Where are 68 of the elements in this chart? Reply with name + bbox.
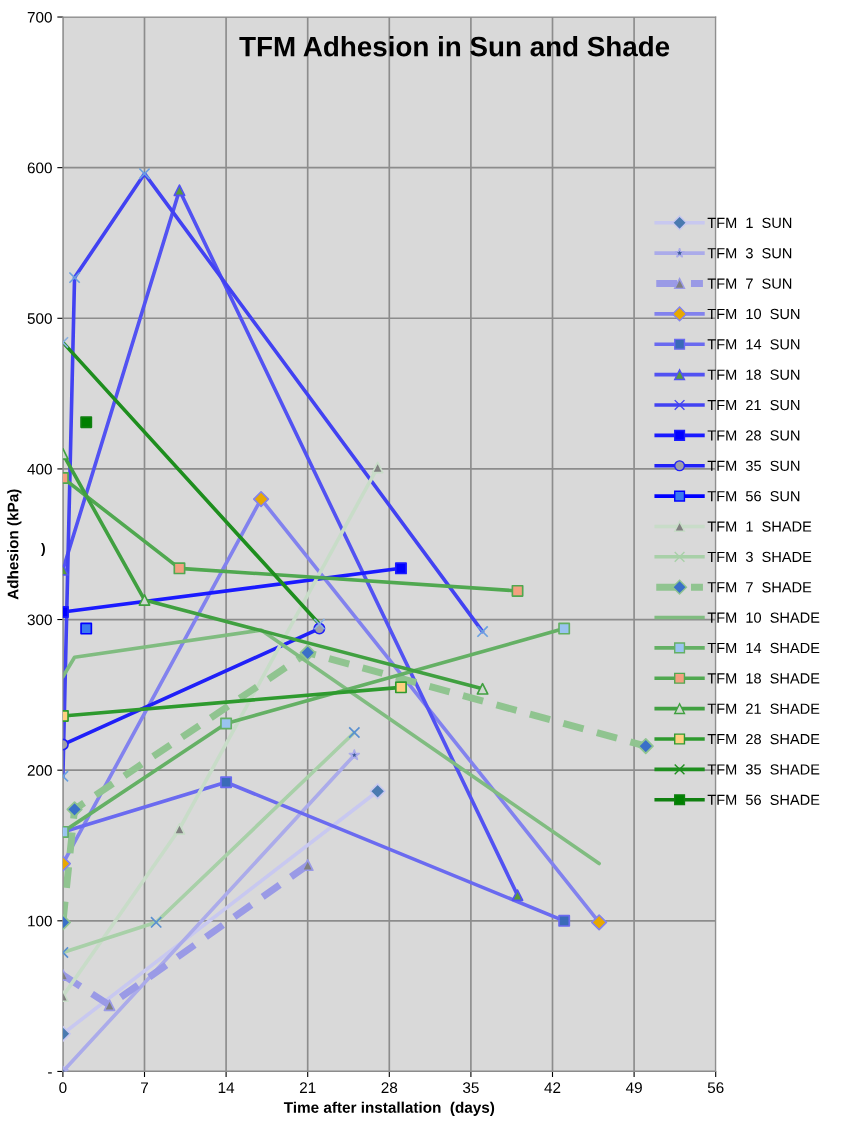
legend-label: TFM 56 SHADE [707, 794, 820, 805]
text: TFM Adhesion in Sun and Shade [239, 36, 670, 57]
legend-label: TFM 28 SHADE [707, 733, 820, 745]
point [220, 776, 233, 789]
legend-label: TFM 3 SHADE [707, 551, 812, 563]
point [66, 801, 83, 818]
legend-label: TFM 10 SUN [707, 308, 800, 320]
point [637, 737, 654, 755]
point [511, 584, 524, 597]
legend-label: TFM 35 SHADE [707, 764, 820, 775]
legend-label: TFM 18 SHADE [707, 673, 820, 684]
point [348, 726, 361, 739]
point [299, 644, 316, 661]
point [173, 562, 186, 575]
line-series [62, 628, 601, 866]
x-tick-label: 42 [544, 1082, 561, 1093]
x-tick-label: 7 [141, 1082, 148, 1093]
point [68, 271, 81, 284]
point [138, 167, 151, 180]
y-tick-label: 700 [27, 11, 52, 23]
point [348, 749, 361, 761]
x-tick-label: 14 [218, 1082, 235, 1093]
point [558, 622, 571, 635]
point [371, 461, 384, 474]
point [138, 593, 151, 606]
legend-label: TFM 1 SHADE [707, 521, 812, 532]
y-tick-label: 600 [27, 162, 52, 174]
text: ) [41, 543, 45, 556]
point [80, 622, 93, 635]
legend-label: TFM 7 SHADE [707, 582, 812, 593]
legend-label: TFM 10 SHADE [707, 612, 820, 623]
x-tick-label: 56 [707, 1082, 724, 1094]
point [252, 490, 270, 508]
legend-label: TFM 21 SUN [707, 399, 800, 411]
point [511, 889, 524, 902]
y-tick-label: 300 [27, 614, 52, 626]
point [173, 822, 186, 835]
point [80, 416, 93, 429]
point [150, 916, 163, 929]
x-axis-title: Time after installation (days) [283, 1101, 495, 1116]
point [476, 682, 489, 695]
y-tick-label: 400 [27, 463, 52, 475]
x-tick-label: 49 [625, 1082, 642, 1094]
legend-label: TFM 14 SUN [707, 339, 800, 350]
point [476, 625, 489, 638]
y-tick-label: 500 [27, 313, 52, 324]
legend-label: TFM 7 SUN [707, 278, 792, 289]
point [558, 914, 571, 927]
point [173, 184, 186, 197]
point [220, 717, 233, 730]
legend-label: TFM 21 SHADE [707, 703, 820, 714]
legend-label: TFM 28 SUN [707, 430, 800, 441]
y-axis-title: Adhesion (kPa) [7, 489, 22, 600]
point [591, 914, 608, 931]
legend-label: TFM 14 SHADE [707, 642, 820, 654]
legend-label: TFM 35 SUN [707, 460, 800, 471]
y-tick-label: - [48, 1072, 52, 1074]
x-tick-label: 21 [299, 1082, 316, 1093]
legend-label: TFM 56 SUN [707, 491, 800, 502]
legend-label: TFM 1 SUN [707, 217, 792, 229]
point [103, 999, 116, 1012]
y-tick-label: 200 [27, 765, 52, 776]
y-tick-label: 100 [28, 915, 52, 927]
x-tick-label: 28 [381, 1082, 398, 1094]
x-tick-label: 35 [462, 1082, 479, 1094]
x-tick-label: 0 [59, 1082, 67, 1094]
legend-label: TFM 18 SUN [707, 369, 800, 380]
legend-label: TFM 3 SUN [707, 248, 792, 259]
